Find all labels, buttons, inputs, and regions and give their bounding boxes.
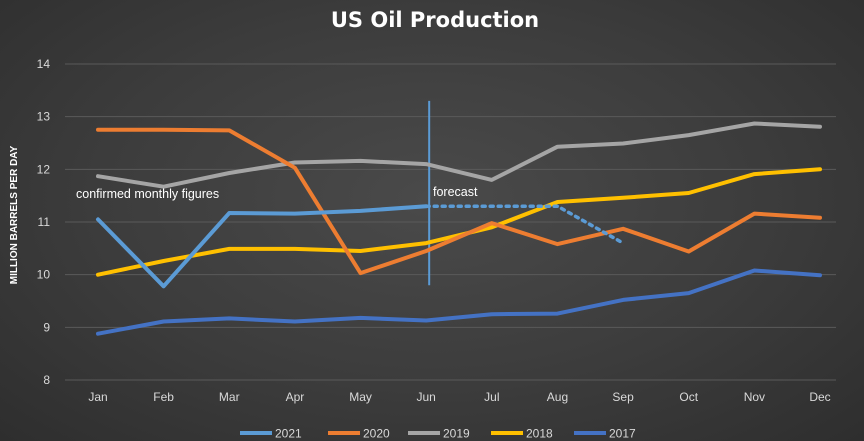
y-tick-label: 11: [38, 215, 51, 229]
x-axis-ticks: Jan Feb Mar Apr May Jun Jul Aug Sep Oct Nov Dec: [88, 390, 830, 404]
annotation-forecast: forecast: [433, 185, 478, 199]
y-tick-label: 8: [43, 373, 50, 387]
x-tick-label: Jan: [88, 390, 107, 404]
x-tick-label: Feb: [153, 390, 174, 404]
series-lines: [96, 121, 822, 336]
legend-label: 2017: [609, 427, 636, 441]
y-tick-label: 9: [43, 320, 50, 334]
legend-item-2018: 2018: [491, 427, 553, 441]
x-tick-label: Nov: [744, 390, 765, 404]
y-tick-label: 14: [37, 57, 51, 71]
legend-item-2017: 2017: [574, 427, 636, 441]
legend-label: 2021: [275, 427, 302, 441]
legend-label: 2018: [526, 427, 553, 441]
legend-label: 2020: [363, 427, 390, 441]
x-tick-label: Apr: [286, 390, 305, 404]
y-tick-label: 10: [37, 268, 51, 282]
forecast-series-line: [424, 204, 625, 245]
x-tick-label: Oct: [679, 390, 698, 404]
x-tick-label: May: [349, 390, 372, 404]
series-line-2020: [96, 127, 822, 276]
y-axis-ticks: 8 9 10 11 12 13 14: [37, 57, 51, 387]
legend-item-2019: 2019: [408, 427, 470, 441]
x-tick-label: Mar: [219, 390, 240, 404]
legend-item-2021: 2021: [240, 427, 302, 441]
legend-label: 2019: [443, 427, 470, 441]
annotation-confirmed: confirmed monthly figures: [76, 187, 219, 201]
y-axis-label: MILLION BARRELS PER DAY: [9, 145, 20, 284]
legend: 2021 2020 2019 2018 2017: [240, 427, 636, 441]
x-tick-label: Sep: [612, 390, 634, 404]
x-tick-label: Jul: [484, 390, 499, 404]
y-tick-label: 12: [37, 162, 51, 176]
gridlines: [65, 63, 836, 381]
x-tick-label: Aug: [547, 390, 568, 404]
series-line-2017: [96, 268, 822, 336]
forecast-line: [424, 204, 625, 245]
x-tick-label: Jun: [417, 390, 436, 404]
series-line-2019: [96, 121, 822, 189]
x-tick-label: Dec: [809, 390, 830, 404]
legend-item-2020: 2020: [328, 427, 390, 441]
chart-title: US Oil Production: [331, 8, 539, 32]
series-line-2021: [96, 204, 429, 289]
y-tick-label: 13: [37, 110, 51, 124]
